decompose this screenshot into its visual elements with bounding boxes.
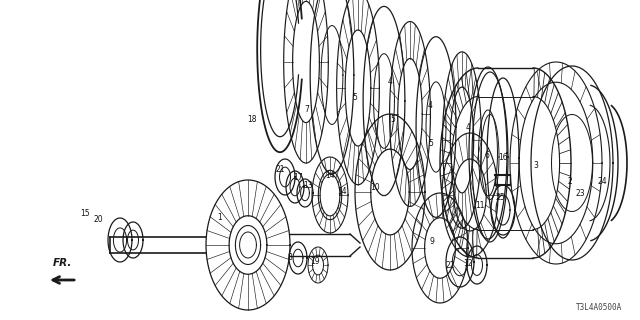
Text: 11: 11 [476, 201, 484, 210]
Text: 16: 16 [498, 153, 508, 162]
Text: 25: 25 [495, 194, 505, 203]
Text: 14: 14 [337, 187, 347, 196]
Text: T3L4A0500A: T3L4A0500A [576, 303, 622, 312]
Text: 9: 9 [429, 237, 435, 246]
Text: 3: 3 [534, 161, 538, 170]
Text: 8: 8 [287, 253, 292, 262]
Text: FR.: FR. [52, 258, 72, 268]
Text: 5: 5 [390, 116, 396, 124]
Text: 4: 4 [388, 77, 392, 86]
Text: 12: 12 [463, 259, 473, 268]
Text: 1: 1 [218, 213, 222, 222]
Text: 4: 4 [465, 124, 470, 132]
Text: 5: 5 [429, 140, 433, 148]
Text: 2: 2 [568, 178, 572, 187]
Text: 14: 14 [325, 172, 335, 180]
Text: 6: 6 [484, 150, 490, 159]
Text: 15: 15 [80, 209, 90, 218]
Text: 10: 10 [370, 183, 380, 193]
Text: 17: 17 [293, 173, 303, 182]
Text: 18: 18 [247, 116, 257, 124]
Text: 13: 13 [303, 180, 313, 189]
Text: 4: 4 [428, 100, 433, 109]
Text: 24: 24 [597, 178, 607, 187]
Text: 20: 20 [93, 215, 103, 225]
Text: 7: 7 [305, 106, 309, 115]
Text: 21: 21 [275, 165, 285, 174]
Text: 19: 19 [310, 258, 320, 267]
Text: 23: 23 [575, 189, 585, 198]
Text: 5: 5 [353, 93, 357, 102]
Text: 22: 22 [445, 260, 455, 269]
